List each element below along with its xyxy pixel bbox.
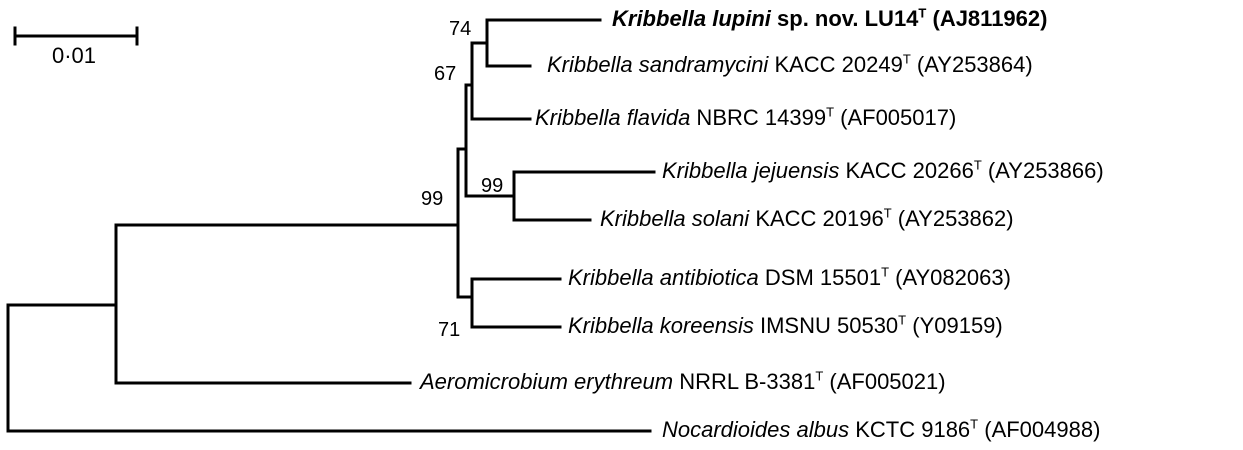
taxon-accession: (AF005017) bbox=[834, 105, 957, 130]
taxon-name: Kribbella jejuensis bbox=[662, 158, 840, 183]
bootstrap-value: 99 bbox=[481, 175, 504, 197]
taxon-strain: DSM 15501 bbox=[758, 265, 882, 290]
type-strain-mark: T bbox=[883, 205, 892, 221]
type-strain-mark: T bbox=[898, 312, 907, 328]
taxon-name: Kribbella antibiotica bbox=[568, 265, 759, 290]
taxon-name: Kribbella koreensis bbox=[568, 313, 754, 338]
type-strain-mark: T bbox=[973, 157, 982, 173]
taxon-name: Kribbella sandramycini bbox=[547, 52, 769, 77]
taxon-label-antibiotica: Kribbella antibiotica DSM 15501T (AY0820… bbox=[568, 264, 1011, 290]
taxon-label-lupini: Kribbella lupini sp. nov. LU14T (AJ81196… bbox=[612, 5, 1048, 31]
scale-bar-label: 0·01 bbox=[52, 43, 97, 68]
taxon-accession: (AF005021) bbox=[823, 369, 946, 394]
taxon-accession: (AY082063) bbox=[889, 265, 1011, 290]
taxon-name: Kribbella solani bbox=[600, 206, 750, 231]
taxon-strain: sp. nov. LU14 bbox=[770, 6, 919, 31]
type-strain-mark: T bbox=[902, 51, 911, 67]
taxon-accession: (AY253866) bbox=[981, 158, 1104, 183]
bootstrap-value: 71 bbox=[438, 319, 461, 341]
taxon-strain: NBRC 14399 bbox=[690, 105, 827, 130]
type-strain-mark: T bbox=[826, 104, 835, 120]
type-strain-mark: T bbox=[815, 368, 824, 384]
taxon-strain: KACC 20196 bbox=[749, 206, 884, 231]
taxon-label-solani: Kribbella solani KACC 20196T (AY253862) bbox=[600, 205, 1014, 231]
taxon-strain: KACC 20266 bbox=[839, 158, 974, 183]
taxon-label-nocardioides: Nocardioides albus KCTC 9186T (AF004988) bbox=[662, 416, 1101, 442]
taxon-accession: (AF004988) bbox=[978, 417, 1101, 442]
taxon-accession: (AY253862) bbox=[891, 206, 1014, 231]
taxon-name: Nocardioides albus bbox=[662, 417, 850, 442]
taxon-label-sandramycini: Kribbella sandramycini KACC 20249T (AY25… bbox=[547, 51, 1033, 77]
type-strain-mark: T bbox=[881, 264, 890, 280]
taxon-strain: NRRL B-3381 bbox=[673, 369, 816, 394]
taxon-label-aeromicrobium: Aeromicrobium erythreum NRRL B-3381T (AF… bbox=[420, 368, 946, 394]
taxon-accession: (Y09159) bbox=[906, 313, 1003, 338]
bootstrap-value: 74 bbox=[449, 18, 472, 40]
taxon-strain: KCTC 9186 bbox=[849, 417, 971, 442]
type-strain-mark: T bbox=[918, 5, 927, 21]
taxon-label-jejuensis: Kribbella jejuensis KACC 20266T (AY25386… bbox=[662, 157, 1104, 183]
taxon-strain: IMSNU 50530 bbox=[753, 313, 899, 338]
taxon-accession: (AJ811962) bbox=[926, 6, 1048, 31]
taxon-strain: KACC 20249 bbox=[768, 52, 903, 77]
bootstrap-value: 67 bbox=[434, 63, 457, 85]
taxon-name: Kribbella flavida bbox=[535, 105, 691, 130]
taxon-accession: (AY253864) bbox=[910, 52, 1033, 77]
taxon-label-koreensis: Kribbella koreensis IMSNU 50530T (Y09159… bbox=[568, 312, 1003, 338]
type-strain-mark: T bbox=[970, 416, 979, 432]
bootstrap-value: 99 bbox=[421, 188, 444, 210]
taxon-label-flavida: Kribbella flavida NBRC 14399T (AF005017) bbox=[535, 104, 957, 130]
taxon-name: Aeromicrobium erythreum bbox=[420, 369, 674, 394]
taxon-name: Kribbella lupini bbox=[612, 6, 771, 31]
